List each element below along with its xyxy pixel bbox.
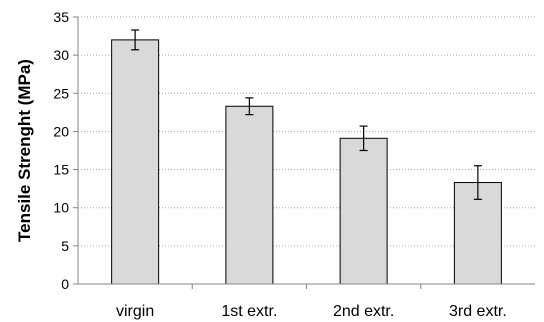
y-tick-label: 10 <box>53 200 69 216</box>
x-axis-labels: virgin 1st extr. 2nd extr. 3rd extr. <box>116 284 507 320</box>
gridlines <box>78 16 535 247</box>
bar-1 <box>225 105 274 285</box>
error-bar-1 <box>245 97 254 116</box>
bar-0 <box>111 39 160 285</box>
y-tick-label: 15 <box>53 162 69 178</box>
y-tick-label: 20 <box>53 123 69 139</box>
error-bar-2 <box>359 125 368 152</box>
y-tick-label: 0 <box>61 276 69 292</box>
y-tick-label: 35 <box>53 9 69 25</box>
y-axis-title: Tensile Strenght (MPa) <box>15 59 34 242</box>
x-tick-label: virgin <box>116 303 154 320</box>
error-bar-0 <box>131 29 140 51</box>
error-bar-3 <box>473 165 482 200</box>
x-tick-label: 1st extr. <box>221 303 277 320</box>
x-tick-label: 2nd extr. <box>333 303 394 320</box>
error-bars <box>131 29 482 200</box>
x-tick-label: 3rd extr. <box>449 303 507 320</box>
bars <box>111 39 502 285</box>
y-axis-ticks: 0 5 10 15 20 25 30 35 <box>53 9 78 292</box>
bar-2 <box>339 137 388 285</box>
y-tick-label: 30 <box>53 47 69 63</box>
y-tick-label: 25 <box>53 85 69 101</box>
y-tick-label: 5 <box>61 238 69 254</box>
